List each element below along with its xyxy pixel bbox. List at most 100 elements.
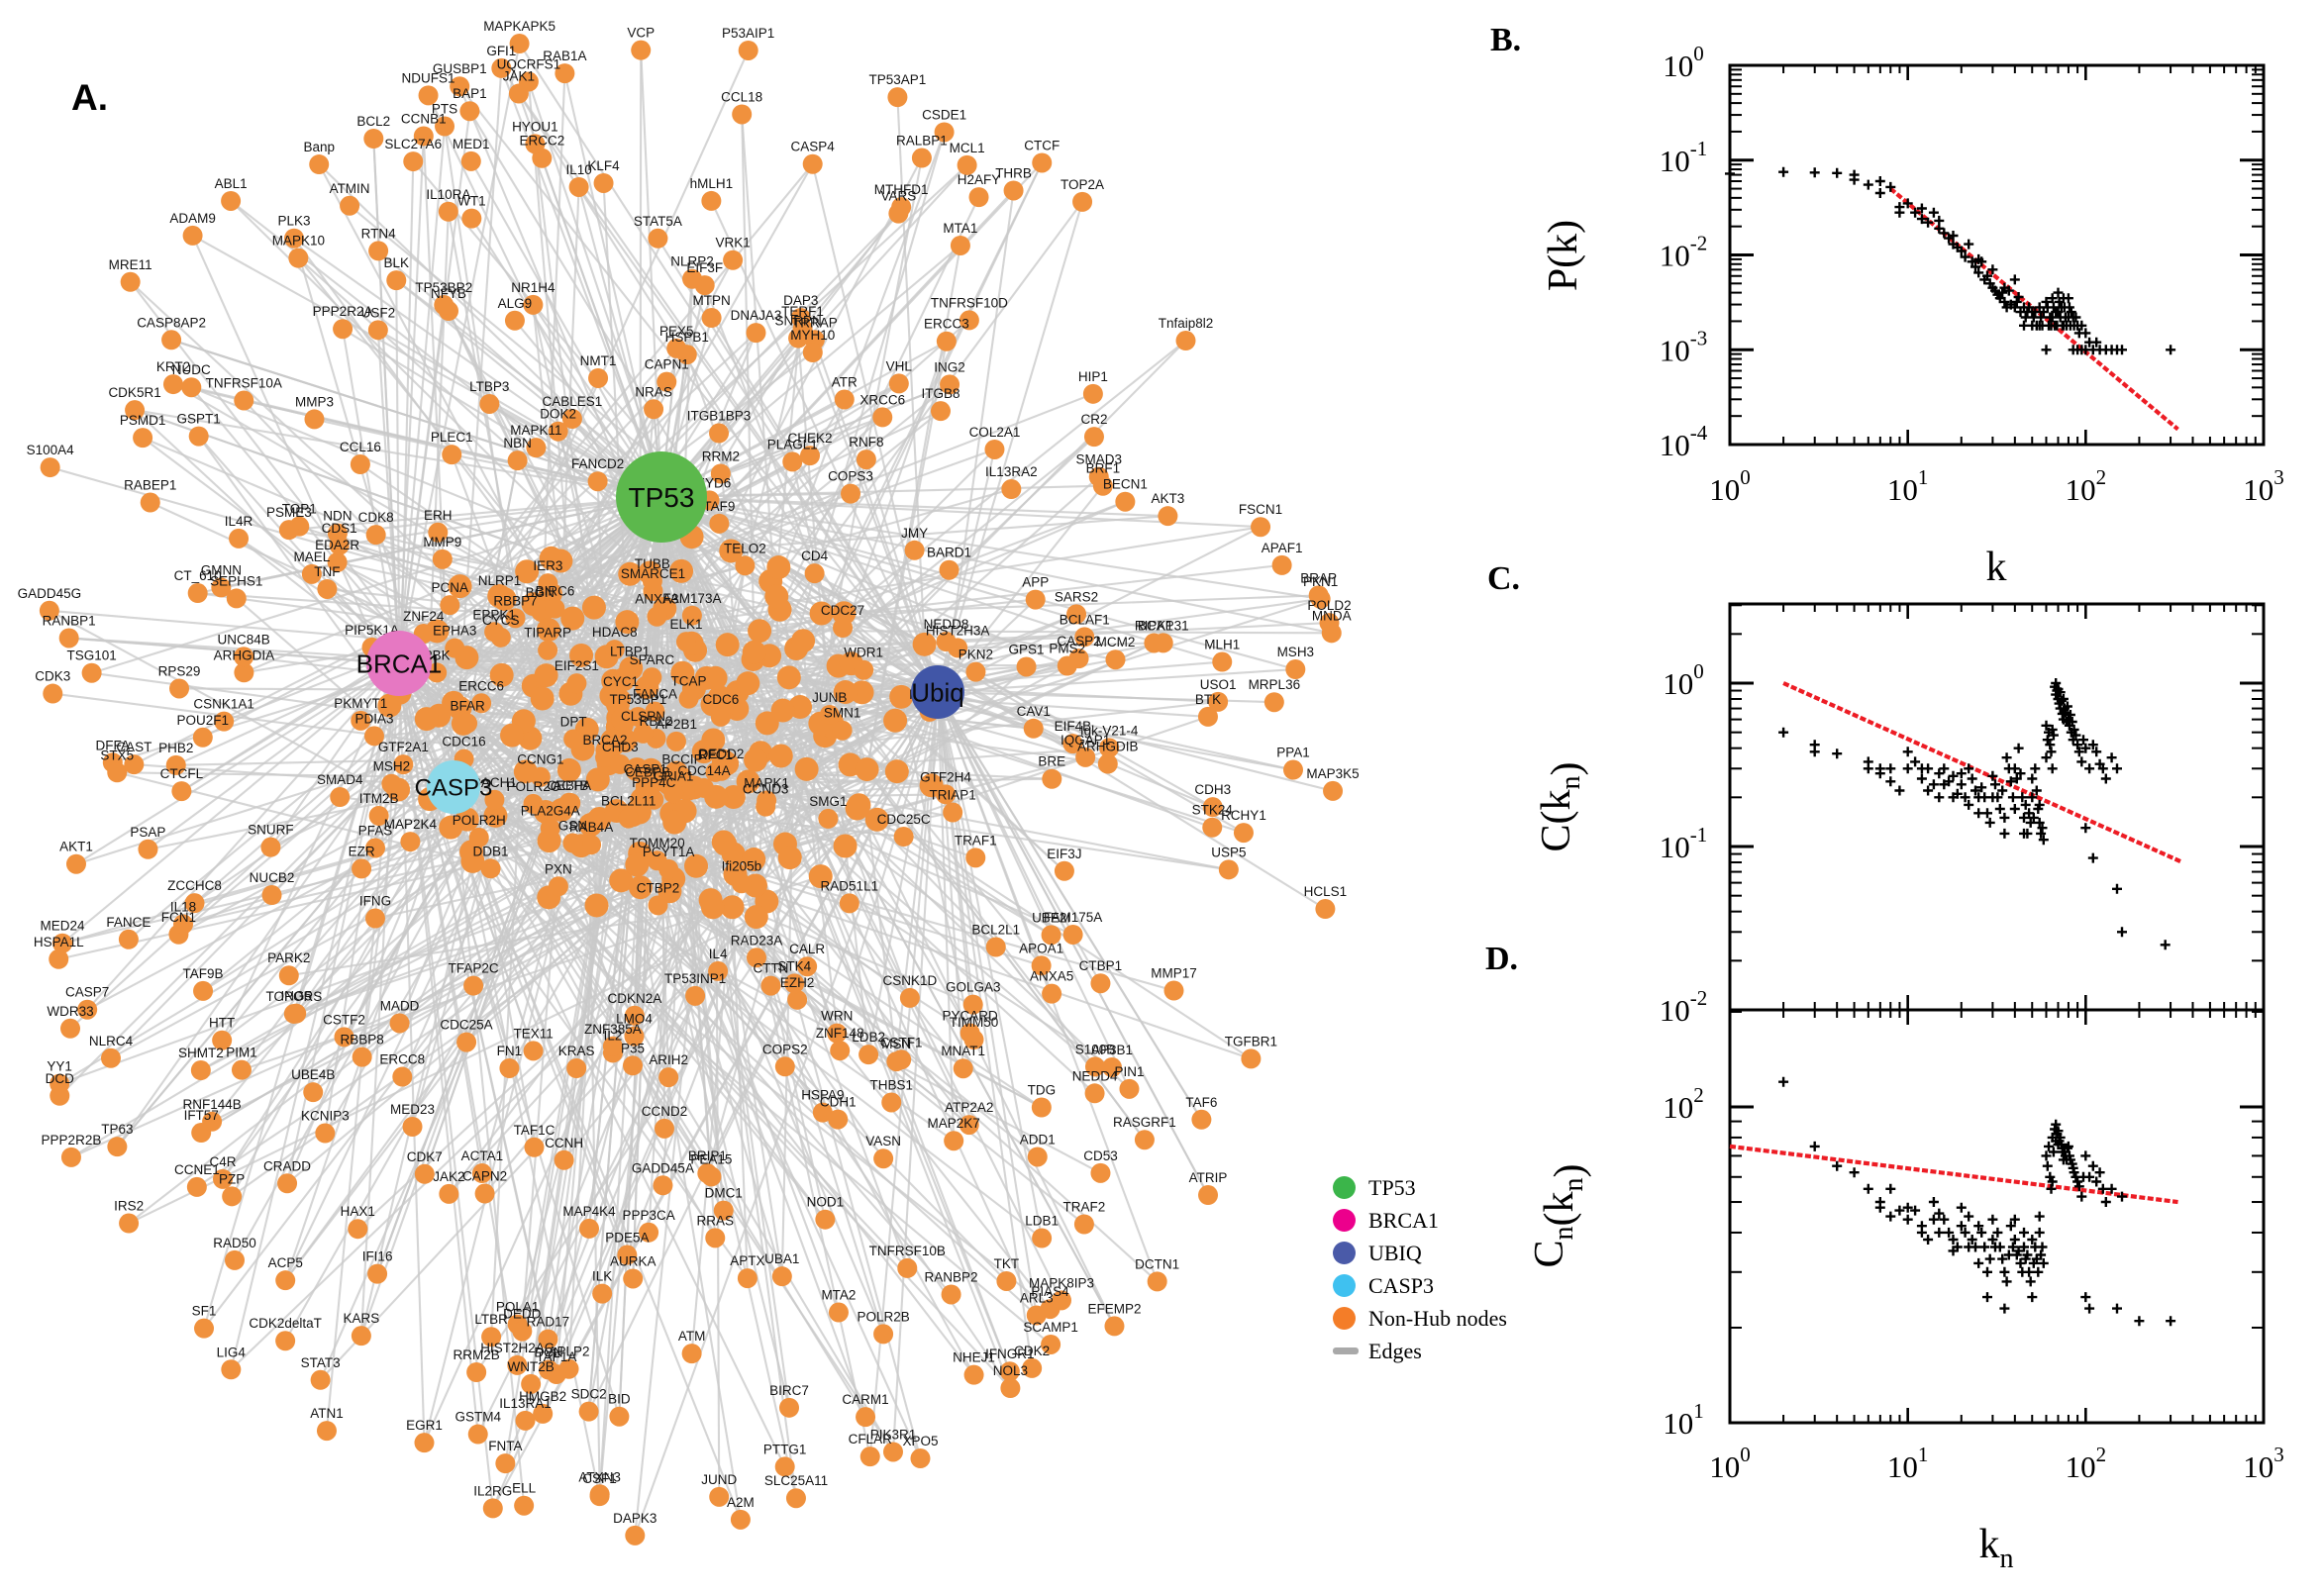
non-hub-node — [438, 201, 458, 222]
gene-label: UBA1 — [764, 1251, 799, 1266]
tick-label: 100 — [1663, 659, 1704, 701]
non-hub-node — [181, 377, 202, 398]
gene-label: CDC27 — [821, 603, 864, 618]
non-hub-node — [275, 1331, 296, 1351]
non-hub-node — [508, 83, 529, 104]
gene-label: RAB4A — [569, 820, 613, 835]
non-hub-node — [58, 628, 79, 648]
gene-label: FSCN1 — [1239, 502, 1282, 517]
gene-label: BCL2L1 — [971, 922, 1020, 937]
gene-label: RRM2 — [702, 449, 740, 463]
gene-label: KARS — [343, 1311, 379, 1326]
non-hub-node — [623, 1268, 644, 1289]
non-hub-node — [965, 848, 986, 868]
gene-label: BAP1 — [453, 86, 487, 101]
gene-label: DAPK3 — [613, 1511, 656, 1526]
non-hub-node — [1283, 759, 1304, 780]
non-hub-node — [221, 1359, 242, 1380]
non-hub-node — [962, 994, 983, 1015]
non-hub-node — [968, 187, 989, 208]
non-hub-node — [222, 1186, 243, 1207]
gene-label: MRPL36 — [1249, 677, 1301, 692]
non-hub-node — [400, 832, 421, 852]
gene-label: APOA1 — [1019, 941, 1063, 955]
gene-label: H2AFY — [958, 172, 1001, 187]
gene-label: UQCRFS1 — [497, 57, 561, 72]
gene-label: MAPK1 — [744, 775, 789, 790]
gene-label: PTTG1 — [763, 1442, 807, 1456]
gene-label: PTS — [432, 102, 457, 117]
gene-label: EZR — [349, 844, 375, 858]
non-hub-node — [39, 600, 59, 621]
gene-label: HMGB2 — [519, 1389, 566, 1404]
non-hub-node — [563, 729, 584, 749]
gene-label: ACTB — [553, 778, 588, 793]
gene-label: PARK2 — [267, 950, 310, 965]
gene-label: SLC25A11 — [764, 1473, 828, 1488]
gene-label: DOK2 — [540, 407, 576, 422]
non-hub-node — [193, 980, 214, 1001]
gene-label: POLA1 — [496, 1300, 540, 1315]
non-hub-node — [755, 711, 779, 736]
gene-label: HCLS1 — [1304, 884, 1348, 899]
gene-label: NDUFS1 — [402, 70, 455, 85]
non-hub-node — [413, 126, 434, 147]
gene-label: WNT2B — [508, 1359, 555, 1374]
non-hub-node — [897, 1257, 918, 1278]
non-hub-node — [546, 1364, 566, 1385]
non-hub-node — [642, 667, 662, 688]
non-hub-node — [965, 661, 986, 682]
non-hub-node — [1042, 768, 1062, 789]
non-hub-node — [710, 706, 731, 727]
panel-b-label: B. — [1490, 22, 1522, 58]
gene-label: EPHA3 — [433, 624, 476, 639]
non-hub-node — [802, 153, 823, 174]
gene-label: CASP1 — [624, 761, 667, 776]
non-hub-node — [950, 235, 970, 255]
gene-label: JAK1 — [503, 69, 535, 84]
axis-label: kn — [1979, 1522, 2014, 1574]
non-hub-node — [624, 1026, 645, 1047]
gene-label: SMG1 — [809, 794, 847, 809]
non-hub-node — [701, 308, 722, 329]
non-hub-node — [738, 40, 758, 60]
non-hub-node — [194, 1318, 215, 1339]
non-hub-node — [746, 323, 766, 344]
gene-label: NEDD8 — [924, 617, 969, 632]
non-hub-node — [1088, 466, 1109, 487]
non-hub-node — [351, 710, 371, 731]
gene-label: PEA15 — [690, 1151, 732, 1166]
non-hub-node — [202, 1111, 223, 1132]
non-hub-node — [833, 680, 858, 705]
non-hub-node — [474, 1183, 495, 1204]
non-hub-node — [828, 1302, 849, 1323]
non-hub-node — [418, 85, 439, 106]
gene-label: DPT — [560, 714, 587, 729]
non-hub-node — [120, 271, 141, 292]
gene-label: PLA2G4A — [521, 804, 580, 819]
non-hub-node — [509, 34, 530, 54]
non-hub-node — [884, 759, 909, 784]
non-hub-node — [534, 663, 558, 688]
non-hub-node — [161, 330, 182, 350]
non-hub-node — [581, 595, 606, 620]
gene-label: CDK2deltaT — [249, 1316, 322, 1331]
gene-label: PLEC1 — [431, 430, 473, 445]
non-hub-node — [693, 777, 714, 798]
gene-label: EIF3J — [1047, 847, 1081, 861]
gene-label: CDC6 — [702, 692, 739, 707]
non-hub-node — [707, 685, 732, 710]
gene-label: RAB1A — [543, 49, 586, 63]
tick-label: 10-3 — [1660, 326, 1708, 367]
non-hub-node — [1153, 633, 1173, 653]
gene-label: BRCA2 — [583, 733, 628, 748]
non-hub-node — [581, 835, 602, 855]
gene-label: LTBR — [474, 1312, 508, 1327]
non-hub-node — [566, 673, 587, 694]
non-hub-node — [1084, 1083, 1105, 1104]
gene-label: BFAR — [450, 699, 485, 714]
gene-label: MRE11 — [109, 257, 152, 272]
non-hub-node — [350, 454, 370, 475]
gene-label: VASN — [865, 1134, 901, 1148]
